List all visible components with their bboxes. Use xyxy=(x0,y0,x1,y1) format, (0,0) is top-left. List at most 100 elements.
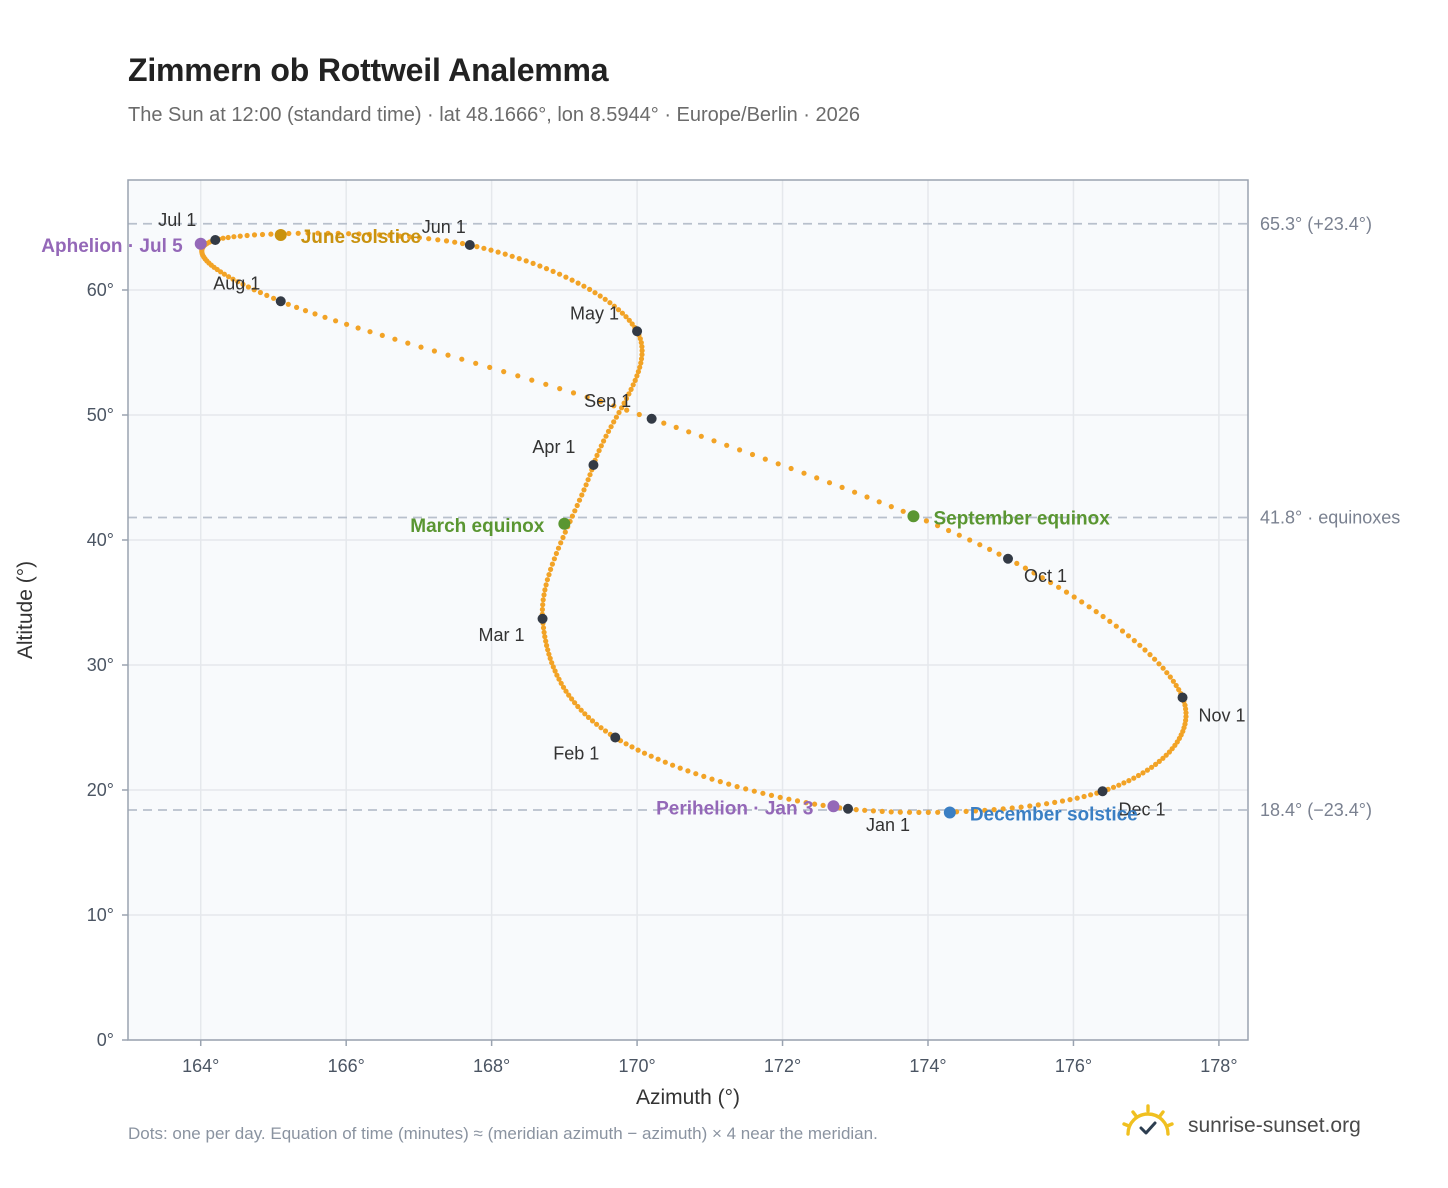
event-label: Aphelion · Jul 5 xyxy=(41,236,183,257)
day-dot xyxy=(539,606,546,613)
page-subtitle: The Sun at 12:00 (standard time) · lat 4… xyxy=(128,104,860,126)
day-dot xyxy=(563,274,569,280)
day-dot xyxy=(1059,798,1066,804)
day-dot xyxy=(749,451,756,458)
day-dot xyxy=(1126,778,1132,784)
day-dot xyxy=(230,276,236,282)
day-dot xyxy=(431,348,437,354)
day-dot xyxy=(587,472,593,478)
day-dot xyxy=(900,508,906,514)
day-dot xyxy=(251,287,257,293)
day-dot xyxy=(623,741,629,747)
day-dot xyxy=(709,776,715,782)
day-dot xyxy=(1048,579,1054,586)
day-dot xyxy=(529,377,535,383)
day-dot xyxy=(1110,784,1117,790)
day-dot xyxy=(762,456,768,462)
day-dot xyxy=(1014,560,1020,567)
day-dot xyxy=(542,634,548,640)
day-dot xyxy=(635,369,642,375)
day-dot xyxy=(870,808,877,814)
day-dot xyxy=(553,550,560,557)
month-label: Jun 1 xyxy=(422,217,466,237)
month-dot xyxy=(1177,692,1188,703)
day-dot xyxy=(543,381,549,387)
month-dot xyxy=(646,413,657,424)
day-dot xyxy=(1067,797,1073,803)
day-dot xyxy=(474,244,480,250)
day-dot xyxy=(1183,706,1189,712)
day-dot xyxy=(1100,613,1106,620)
y-axis-ticks: 0° 10° 20° 30° 40° 50° 60° xyxy=(87,280,128,1050)
month-dot xyxy=(275,296,286,307)
day-dot xyxy=(717,779,723,785)
day-dot xyxy=(611,419,617,425)
day-dot xyxy=(711,438,717,444)
day-dot xyxy=(623,314,629,320)
day-dot xyxy=(734,784,740,790)
x-tick-label: 168° xyxy=(473,1056,510,1076)
day-dot xyxy=(251,232,258,238)
x-tick-label: 172° xyxy=(764,1056,801,1076)
day-dot xyxy=(426,236,432,242)
day-dot xyxy=(540,597,546,603)
month-dot xyxy=(210,235,221,245)
day-dot xyxy=(1173,682,1179,689)
reference-line-label: 41.8° · equinoxes xyxy=(1260,508,1400,528)
event-label: Perihelion · Jan 3 xyxy=(656,798,813,819)
day-dot xyxy=(578,707,584,713)
day-dot xyxy=(1167,674,1173,680)
day-dot xyxy=(801,470,807,476)
day-dot xyxy=(1137,642,1143,648)
day-dot xyxy=(635,747,641,753)
day-dot xyxy=(556,676,562,682)
day-dot xyxy=(619,310,626,316)
day-dot xyxy=(812,801,818,807)
day-dot xyxy=(569,513,576,519)
day-dot xyxy=(562,529,568,535)
day-dot xyxy=(638,360,644,366)
day-dot xyxy=(1153,761,1159,768)
day-dot xyxy=(607,300,613,306)
day-dot xyxy=(541,592,547,598)
day-dot xyxy=(1119,628,1126,634)
day-dot xyxy=(226,274,232,280)
day-dot xyxy=(585,714,592,721)
day-dot xyxy=(1149,764,1155,770)
day-dot xyxy=(356,231,362,237)
day-dot xyxy=(1131,775,1137,781)
day-dot xyxy=(575,703,581,710)
month-label: Jul 1 xyxy=(158,210,196,230)
day-dot xyxy=(1140,770,1146,776)
day-dot xyxy=(626,391,632,397)
day-dot xyxy=(639,352,645,358)
day-dot xyxy=(814,475,820,481)
day-dot xyxy=(1152,656,1158,662)
day-dot xyxy=(322,314,328,320)
x-tick-label: 176° xyxy=(1055,1056,1092,1076)
day-dot xyxy=(1086,604,1092,610)
day-dot xyxy=(1183,714,1189,720)
day-dot xyxy=(603,433,609,439)
day-dot xyxy=(555,545,562,551)
day-dot xyxy=(826,480,833,486)
day-dot xyxy=(853,807,859,813)
day-dot xyxy=(566,692,572,698)
day-dot xyxy=(560,534,566,541)
brand-logo[interactable]: sunrise-sunset.org xyxy=(1120,1103,1361,1148)
day-dot xyxy=(220,235,226,241)
day-dot xyxy=(346,231,352,237)
day-dot xyxy=(1116,782,1122,788)
day-dot xyxy=(786,796,792,802)
day-dot xyxy=(231,234,237,240)
day-dot xyxy=(1142,647,1148,653)
day-dot xyxy=(639,348,645,354)
day-dot xyxy=(367,329,373,335)
day-dot xyxy=(547,655,553,662)
day-dot xyxy=(294,304,300,310)
month-markers: Jan 1 Feb 1 Mar 1 Apr 1 May 1 Jun 1 Jul 1 Aug 1… xyxy=(158,210,1245,835)
day-dot xyxy=(724,442,730,448)
x-tick-label: 178° xyxy=(1200,1056,1237,1076)
reference-lines: 65.3° (+23.4°) 41.8° · equinoxes 18.4° (−2… xyxy=(128,214,1400,820)
day-dot xyxy=(416,235,422,241)
